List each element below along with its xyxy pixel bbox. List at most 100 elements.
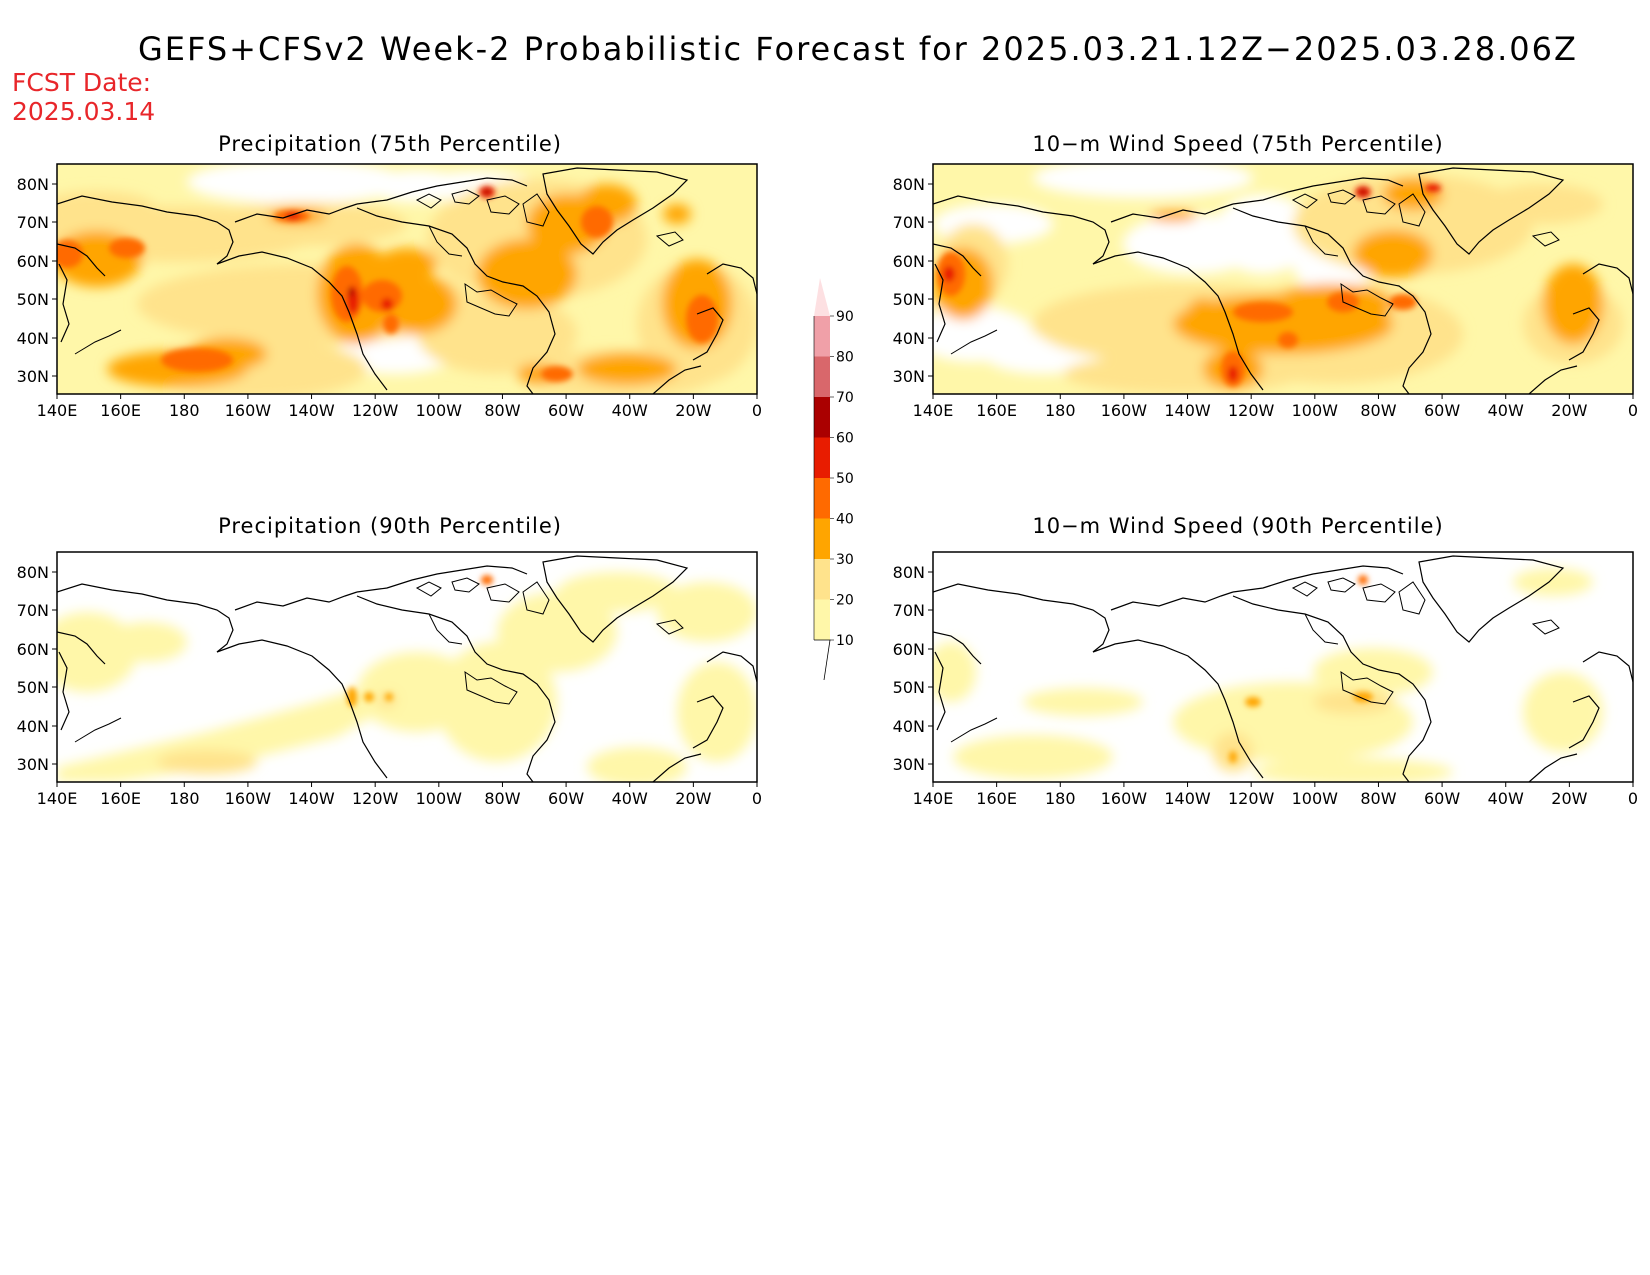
lon-tick-label: 80W — [1360, 789, 1396, 808]
lon-tick-label: 0 — [752, 789, 762, 808]
main-title: GEFS+CFSv2 Week-2 Probabilistic Forecast… — [138, 30, 1578, 68]
panel-title-wind-75: 10−m Wind Speed (75th Percentile) — [1032, 132, 1444, 156]
lon-tick-label: 0 — [752, 401, 762, 420]
lat-tick-label: 80N — [17, 175, 49, 194]
colorbar: 10 20 30 40 50 60 70 80 90 — [813, 278, 854, 681]
lat-tick-label: 50N — [17, 678, 49, 697]
lon-tick-label: 160W — [225, 401, 272, 420]
colorbar-swatch — [814, 356, 830, 397]
colorbar-swatch — [814, 478, 830, 519]
lon-tick-label: 80W — [484, 401, 520, 420]
lon-tick-label: 60W — [1424, 401, 1460, 420]
lon-tick-label: 180 — [1045, 401, 1076, 420]
lon-tick-label: 120W — [1228, 401, 1275, 420]
lon-tick-label: 20W — [1551, 789, 1587, 808]
colorbar-label: 10 — [836, 633, 854, 649]
lon-tick-label: 0 — [1628, 401, 1638, 420]
colorbar-swatch — [814, 278, 830, 316]
lon-tick-label: 120W — [352, 401, 399, 420]
map-panel-precip-90 — [56, 551, 758, 783]
lat-tick-label: 70N — [893, 601, 925, 620]
forecast-date-label: FCST Date: — [12, 68, 152, 97]
lon-tick-label: 20W — [1551, 401, 1587, 420]
lon-tick-label: 140E — [37, 789, 78, 808]
panel-title-precip-90: Precipitation (90th Percentile) — [218, 514, 562, 538]
lat-tick-label: 60N — [17, 252, 49, 271]
lon-tick-label: 40W — [1488, 401, 1524, 420]
lon-tick-label: 100W — [1292, 789, 1339, 808]
lat-tick-label: 80N — [893, 175, 925, 194]
colorbar-swatch — [814, 559, 830, 600]
colorbar-label: 60 — [836, 431, 854, 447]
lon-tick-label: 80W — [484, 789, 520, 808]
lon-tick-label: 60W — [548, 789, 584, 808]
lon-tick-label: 140W — [288, 401, 335, 420]
colorbar-label: 30 — [836, 552, 854, 568]
colorbar-label: 40 — [836, 512, 854, 528]
lon-tick-label: 140E — [913, 401, 954, 420]
lon-tick-label: 160E — [100, 401, 141, 420]
lon-tick-label: 0 — [1628, 789, 1638, 808]
lat-tick-label: 70N — [17, 213, 49, 232]
colorbar-label: 90 — [836, 309, 854, 325]
lon-tick-label: 140W — [1164, 401, 1211, 420]
lon-tick-label: 80W — [1360, 401, 1396, 420]
lat-tick-label: 70N — [893, 213, 925, 232]
lat-tick-label: 30N — [893, 755, 925, 774]
lon-tick-label: 160E — [976, 789, 1017, 808]
map-panel-precip-75 — [56, 163, 758, 395]
panel-title-wind-90: 10−m Wind Speed (90th Percentile) — [1032, 514, 1444, 538]
lat-tick-label: 60N — [17, 640, 49, 659]
lat-tick-label: 80N — [893, 563, 925, 582]
panel-title-precip-75: Precipitation (75th Percentile) — [218, 132, 562, 156]
colorbar-swatch — [814, 437, 830, 478]
colorbar-label: 50 — [836, 471, 854, 487]
lon-tick-label: 140W — [1164, 789, 1211, 808]
lon-tick-label: 180 — [1045, 789, 1076, 808]
colorbar-label: 20 — [836, 593, 854, 609]
forecast-date-value: 2025.03.14 — [12, 97, 156, 126]
lon-tick-label: 160W — [1101, 789, 1148, 808]
colorbar-label: 70 — [836, 390, 854, 406]
lon-tick-label: 160E — [100, 789, 141, 808]
colorbar-swatch — [814, 599, 830, 640]
lat-tick-label: 50N — [893, 290, 925, 309]
lat-tick-label: 40N — [17, 329, 49, 348]
lon-tick-label: 160W — [225, 789, 272, 808]
lon-tick-label: 140E — [37, 401, 78, 420]
lon-tick-label: 120W — [352, 789, 399, 808]
colorbar-label: 80 — [836, 350, 854, 366]
lon-tick-label: 100W — [1292, 401, 1339, 420]
lat-tick-label: 50N — [17, 290, 49, 309]
lon-tick-label: 140E — [913, 789, 954, 808]
lon-tick-label: 60W — [1424, 789, 1460, 808]
map-axes: 140E 160E 180 160W 140W 120W 100W 80W 60W 40W 20W 0… — [17, 175, 1638, 808]
colorbar-swatch — [814, 518, 830, 559]
lon-tick-label: 140W — [288, 789, 335, 808]
lon-tick-label: 100W — [416, 401, 463, 420]
lon-tick-label: 180 — [169, 401, 200, 420]
lat-tick-label: 30N — [893, 367, 925, 386]
lat-tick-label: 40N — [893, 717, 925, 736]
lon-tick-label: 40W — [612, 401, 648, 420]
colorbar-swatch — [814, 316, 830, 357]
lat-tick-label: 30N — [17, 755, 49, 774]
lat-tick-label: 60N — [893, 640, 925, 659]
colorbar-tail — [814, 639, 831, 681]
lon-tick-label: 100W — [416, 789, 463, 808]
map-panel-wind-75 — [932, 163, 1634, 395]
colorbar-swatch — [814, 397, 830, 438]
lat-tick-label: 40N — [893, 329, 925, 348]
lon-tick-label: 40W — [1488, 789, 1524, 808]
forecast-date: FCST Date: 2025.03.14 — [12, 68, 155, 126]
lat-tick-label: 30N — [17, 367, 49, 386]
lon-tick-label: 160E — [976, 401, 1017, 420]
lat-tick-label: 60N — [893, 252, 925, 271]
lon-tick-label: 60W — [548, 401, 584, 420]
lon-tick-label: 120W — [1228, 789, 1275, 808]
lat-tick-label: 70N — [17, 601, 49, 620]
lon-tick-label: 20W — [675, 789, 711, 808]
lat-tick-label: 50N — [893, 678, 925, 697]
lon-tick-label: 180 — [169, 789, 200, 808]
